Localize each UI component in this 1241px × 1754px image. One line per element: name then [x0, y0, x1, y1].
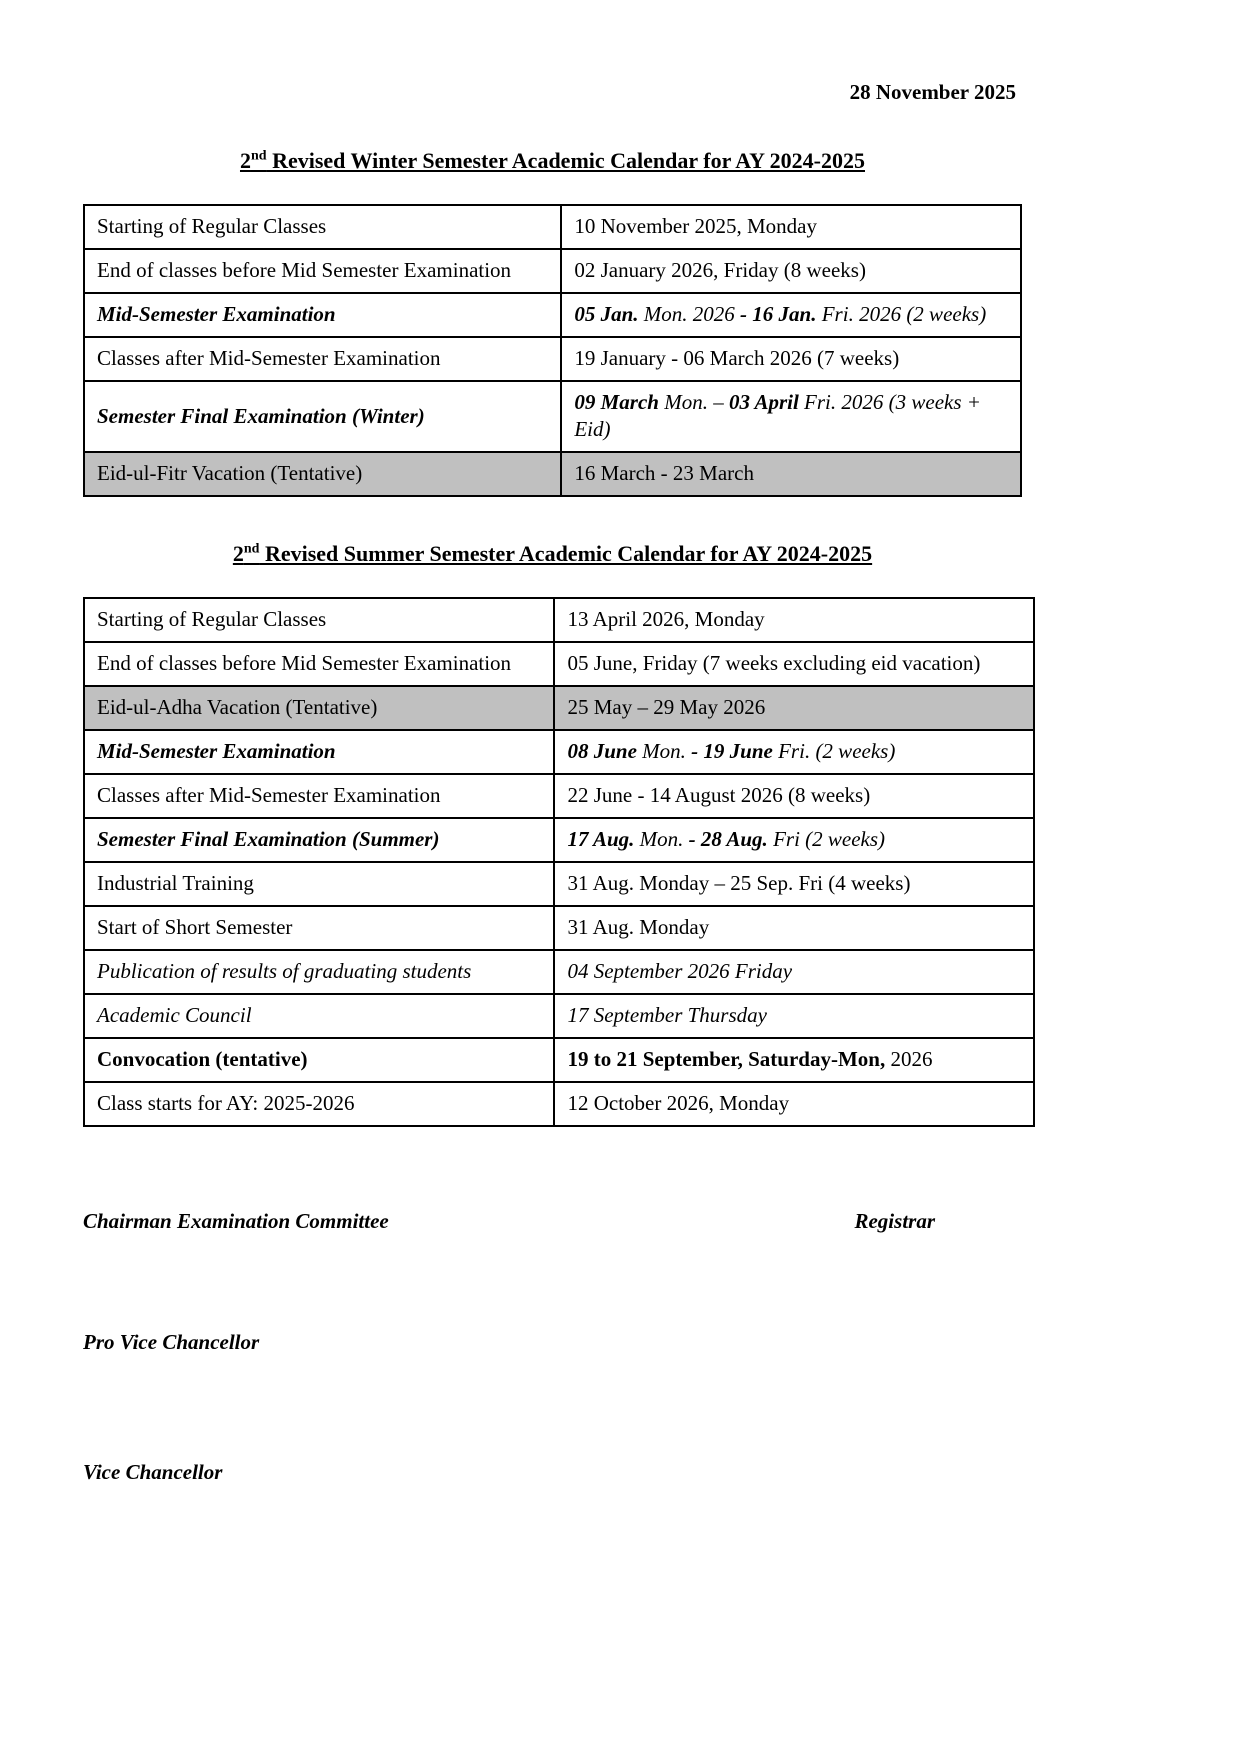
table-row: End of classes before Mid Semester Exami…: [82, 248, 1022, 294]
row-value: 13 April 2026, Monday: [553, 596, 1035, 643]
signature-row: Chairman Examination Committee Registrar: [83, 1209, 1035, 1234]
winter-calendar-table: Starting of Regular Classes 10 November …: [82, 204, 1022, 497]
table-row: Class starts for AY: 2025-2026 12 Octobe…: [82, 1080, 1035, 1127]
row-label: Publication of results of graduating stu…: [82, 948, 556, 995]
row-value: 25 May – 29 May 2026: [553, 684, 1035, 731]
row-label: Start of Short Semester: [82, 904, 556, 951]
row-value: 05 June, Friday (7 weeks excluding eid v…: [553, 640, 1035, 687]
row-label: Academic Council: [82, 992, 556, 1039]
row-value: 04 September 2026 Friday: [553, 948, 1035, 995]
row-value: 17 September Thursday: [553, 992, 1035, 1039]
row-label: Classes after Mid-Semester Examination: [82, 772, 556, 819]
row-label: Starting of Regular Classes: [82, 204, 563, 250]
row-value: 19 January - 06 March 2026 (7 weeks): [560, 336, 1022, 382]
table-row: Starting of Regular Classes 10 November …: [82, 204, 1022, 250]
row-value: 12 October 2026, Monday: [553, 1080, 1035, 1127]
row-label: Semester Final Examination (Summer): [82, 816, 556, 863]
row-value: 05 Jan. Mon. 2026 - 16 Jan. Fri. 2026 (2…: [560, 292, 1022, 338]
row-value: 31 Aug. Monday: [553, 904, 1035, 951]
title-number: 2: [232, 540, 244, 566]
row-label: Mid-Semester Examination: [82, 292, 563, 338]
signature-pro-vice-chancellor: Pro Vice Chancellor: [83, 1329, 260, 1354]
row-label: Starting of Regular Classes: [82, 596, 556, 643]
row-value: 17 Aug. Mon. - 28 Aug. Fri (2 weeks): [553, 816, 1035, 863]
table-row: Classes after Mid-Semester Examination 2…: [82, 772, 1035, 819]
row-value: 22 June - 14 August 2026 (8 weeks): [553, 772, 1035, 819]
winter-calendar-title: 2nd Revised Winter Semester Academic Cal…: [83, 148, 1022, 174]
table-row: End of classes before Mid Semester Exami…: [82, 640, 1035, 687]
title-ordinal-suffix: nd: [243, 541, 260, 557]
row-label: Industrial Training: [82, 860, 556, 907]
table-row: Academic Council 17 September Thursday: [82, 992, 1035, 1039]
signature-chairman-examination-committee: Chairman Examination Committee: [83, 1208, 389, 1233]
row-value: 09 March Mon. – 03 April Fri. 2026 (3 we…: [560, 380, 1022, 453]
row-label: Class starts for AY: 2025-2026: [82, 1080, 556, 1127]
table-row: Semester Final Examination (Summer) 17 A…: [82, 816, 1035, 863]
document-page: 28 November 2025 2nd Revised Winter Seme…: [82, 80, 1035, 1484]
row-value: 16 March - 23 March: [560, 450, 1022, 497]
row-label: End of classes before Mid Semester Exami…: [82, 248, 563, 294]
row-value: 10 November 2025, Monday: [560, 204, 1022, 250]
table-row: Industrial Training 31 Aug. Monday – 25 …: [82, 860, 1035, 907]
table-row: Start of Short Semester 31 Aug. Monday: [82, 904, 1035, 951]
row-value: 02 January 2026, Friday (8 weeks): [560, 248, 1022, 294]
table-row: Mid-Semester Examination 05 Jan. Mon. 20…: [82, 292, 1022, 338]
row-value: 19 to 21 September, Saturday-Mon, 2026: [553, 1036, 1035, 1083]
table-row: Starting of Regular Classes 13 April 202…: [82, 596, 1035, 643]
table-row: Publication of results of graduating stu…: [82, 948, 1035, 995]
row-label: Eid-ul-Fitr Vacation (Tentative): [82, 450, 563, 497]
row-label: Mid-Semester Examination: [82, 728, 556, 775]
row-label: End of classes before Mid Semester Exami…: [82, 640, 556, 687]
document-date: 28 November 2025: [849, 80, 1016, 104]
row-label: Eid-ul-Adha Vacation (Tentative): [82, 684, 556, 731]
row-label: Convocation (tentative): [82, 1036, 556, 1083]
table-row-shaded: Eid-ul-Adha Vacation (Tentative) 25 May …: [82, 684, 1035, 731]
table-row: Mid-Semester Examination 08 June Mon. - …: [82, 728, 1035, 775]
title-number: 2: [239, 148, 251, 173]
row-label: Classes after Mid-Semester Examination: [82, 336, 563, 382]
table-row: Convocation (tentative) 19 to 21 Septemb…: [82, 1036, 1035, 1083]
row-value: 08 June Mon. - 19 June Fri. (2 weeks): [553, 728, 1035, 775]
title-text: Revised Winter Semester Academic Calenda…: [266, 148, 865, 173]
signature-vice-chancellor: Vice Chancellor: [83, 1459, 223, 1484]
title-text: Revised Summer Semester Academic Calenda…: [259, 540, 873, 566]
table-row: Semester Final Examination (Winter) 09 M…: [82, 380, 1022, 453]
signature-registrar: Registrar: [854, 1208, 935, 1233]
table-row-shaded: Eid-ul-Fitr Vacation (Tentative) 16 Marc…: [82, 450, 1022, 497]
row-value: 31 Aug. Monday – 25 Sep. Fri (4 weeks): [553, 860, 1035, 907]
summer-calendar-table: Starting of Regular Classes 13 April 202…: [82, 596, 1035, 1127]
row-label: Semester Final Examination (Winter): [82, 380, 563, 453]
table-row: Classes after Mid-Semester Examination 1…: [82, 336, 1022, 382]
summer-calendar-title: 2nd Revised Summer Semester Academic Cal…: [83, 541, 1022, 567]
title-ordinal-suffix: nd: [250, 148, 267, 164]
